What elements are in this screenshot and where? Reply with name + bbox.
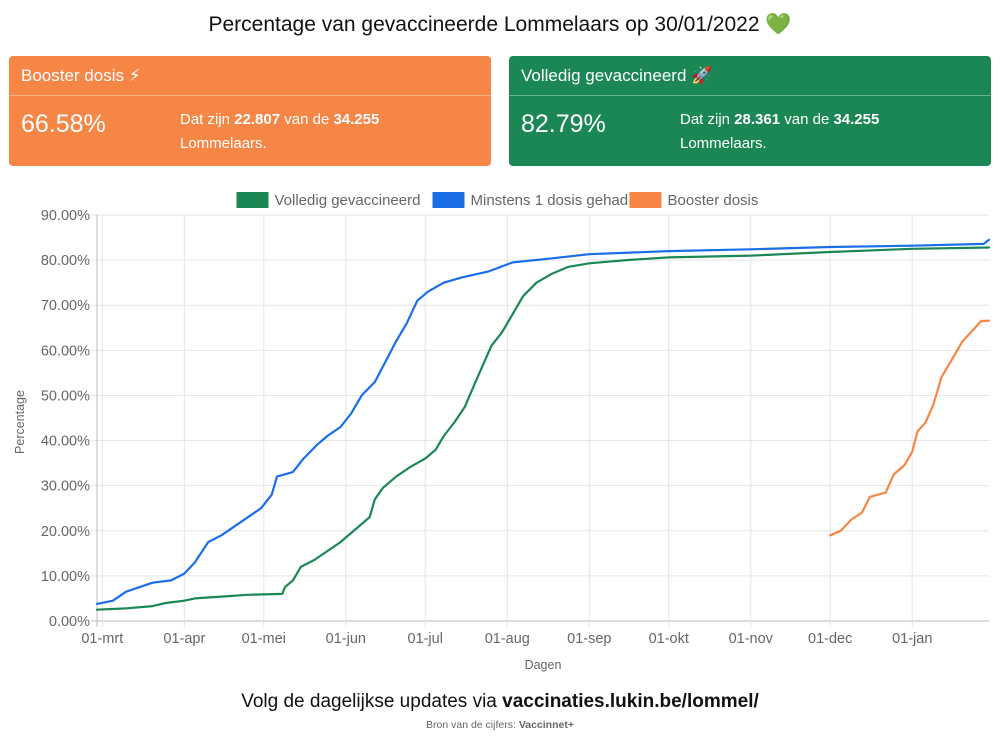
- x-tick-label: 01-sep: [567, 631, 611, 647]
- legend-label: Minstens 1 dosis gehad: [471, 192, 629, 209]
- full-text-suffix: Lommelaars.: [680, 135, 767, 152]
- booster-total: 34.255: [333, 111, 380, 128]
- x-tick-label: 01-jul: [407, 631, 442, 647]
- series-line: [829, 319, 991, 537]
- full-total: 34.255: [833, 111, 880, 128]
- full-vaccinated-card: Volledig gevaccineerd 🚀 82.79% Dat zijn …: [509, 56, 991, 166]
- x-tick-label: 01-jan: [892, 631, 932, 647]
- footer-updates: Volg de dagelijkse updates via vaccinati…: [0, 691, 1000, 713]
- x-tick-label: 01-nov: [729, 631, 774, 647]
- source-label: Bron van de cijfers:: [426, 719, 519, 731]
- y-tick-label: 60.00%: [41, 343, 90, 359]
- booster-text-mid: van de: [280, 111, 334, 128]
- legend-swatch: [629, 192, 662, 208]
- x-tick-label: 01-dec: [808, 631, 852, 647]
- y-tick-label: 40.00%: [41, 434, 90, 450]
- series-line: [95, 246, 991, 611]
- y-tick-label: 80.00%: [41, 253, 90, 269]
- booster-percentage: 66.58%: [21, 110, 106, 138]
- y-tick-label: 10.00%: [41, 569, 90, 585]
- booster-card-heading: Booster dosis ⚡: [9, 56, 491, 96]
- booster-count: 22.807: [234, 111, 281, 128]
- y-tick-label: 20.00%: [41, 524, 90, 540]
- page-title: Percentage van gevaccineerde Lommelaars …: [208, 13, 792, 36]
- booster-card: Booster dosis ⚡ 66.58% Dat zijn 22.807 v…: [9, 56, 491, 166]
- booster-description: Dat zijn 22.807 van de 34.255 Lommelaars.: [180, 108, 480, 156]
- full-card-heading: Volledig gevaccineerd 🚀: [509, 56, 991, 96]
- vaccination-line-chart: 0.00% 10.00% 20.00% 30.00% 40.00% 50.00% 60.00…: [13, 192, 991, 672]
- full-text-mid: van de: [780, 111, 834, 128]
- y-tick-label: 90.00%: [41, 208, 90, 224]
- footer-prefix: Volg de dagelijkse updates via: [241, 691, 503, 712]
- footer-source: Bron van de cijfers: Vaccinnet+: [0, 719, 1000, 731]
- y-tick-label: 0.00%: [49, 614, 90, 630]
- x-tick-label: 01-mrt: [81, 631, 123, 647]
- y-tick-label: 30.00%: [41, 479, 90, 495]
- x-tick-label: 01-jun: [326, 631, 366, 647]
- full-count: 28.361: [734, 111, 781, 128]
- y-axis-title: Percentage: [13, 390, 27, 454]
- x-axis-title: Dagen: [525, 658, 562, 672]
- source-value: Vaccinnet+: [518, 719, 574, 731]
- y-tick-label: 50.00%: [41, 388, 90, 404]
- y-tick-label: 70.00%: [41, 298, 90, 314]
- full-description: Dat zijn 28.361 van de 34.255 Lommelaars.: [680, 108, 980, 156]
- x-tick-label: 01-aug: [485, 631, 530, 647]
- legend-swatch: [236, 192, 269, 208]
- footer-link[interactable]: vaccinaties.lukin.be/lommel/: [502, 691, 759, 712]
- x-tick-label: 01-apr: [163, 631, 205, 647]
- legend-label: Booster dosis: [668, 192, 759, 209]
- booster-text-suffix: Lommelaars.: [180, 135, 267, 152]
- legend-label: Volledig gevaccineerd: [275, 192, 421, 209]
- booster-text-prefix: Dat zijn: [180, 111, 235, 128]
- series-line: [95, 238, 991, 606]
- x-tick-label: 01-okt: [649, 631, 689, 647]
- full-text-prefix: Dat zijn: [680, 111, 735, 128]
- full-percentage: 82.79%: [521, 110, 606, 138]
- legend-swatch: [432, 192, 465, 208]
- x-tick-label: 01-mei: [242, 631, 286, 647]
